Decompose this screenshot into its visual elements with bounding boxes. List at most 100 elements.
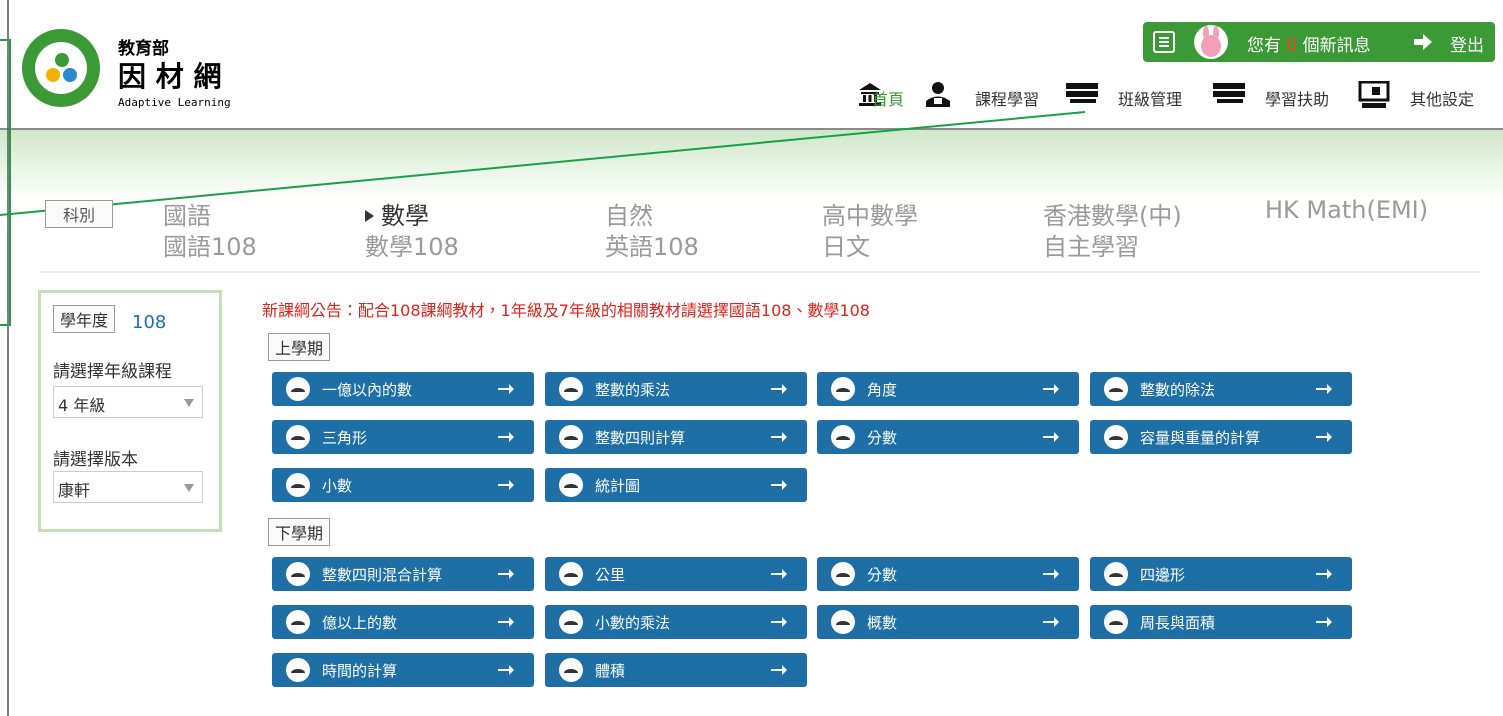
- version-select[interactable]: 康軒: [53, 471, 203, 503]
- unit-name: 小數的乘法: [595, 612, 670, 633]
- unit-name: 概數: [867, 612, 897, 633]
- arrow-icon: [771, 430, 787, 448]
- unit-name: 容量與重量的計算: [1140, 427, 1260, 448]
- unit-name: 體積: [595, 660, 625, 681]
- unit-icon: [830, 609, 856, 639]
- arrow-icon: [1043, 615, 1059, 633]
- arrow-icon: [771, 567, 787, 585]
- unit-icon: [1103, 561, 1129, 591]
- unit-button[interactable]: 三角形: [272, 420, 534, 454]
- unit-name: 公里: [595, 564, 625, 585]
- unit-button[interactable]: 分數: [817, 420, 1079, 454]
- unit-name: 億以上的數: [322, 612, 397, 633]
- arrow-icon: [771, 382, 787, 400]
- arrow-icon: [498, 430, 514, 448]
- unit-name: 整數四則計算: [595, 427, 685, 448]
- arrow-icon: [1316, 382, 1332, 400]
- unit-button[interactable]: 分數: [817, 557, 1079, 591]
- unit-button[interactable]: 容量與重量的計算: [1090, 420, 1352, 454]
- year-label: 學年度: [53, 305, 115, 333]
- grade-select[interactable]: 4 年級: [53, 386, 203, 418]
- arrow-icon: [1316, 567, 1332, 585]
- subject-tab[interactable]: 數學108: [365, 227, 459, 262]
- subject-tab[interactable]: 數學: [381, 196, 429, 231]
- subject-tab[interactable]: 自主學習: [1043, 227, 1139, 262]
- unit-button[interactable]: 時間的計算: [272, 653, 534, 687]
- unit-icon: [558, 472, 584, 502]
- unit-name: 周長與面積: [1140, 612, 1215, 633]
- unit-button[interactable]: 整數四則混合計算: [272, 557, 534, 591]
- page: 教育部 因 材 網 Adaptive Learning 您有 0 個新訊息 登出…: [0, 0, 1503, 716]
- unit-icon: [1103, 424, 1129, 454]
- subject-tab[interactable]: HK Math(EMI): [1265, 196, 1428, 224]
- unit-button[interactable]: 小數: [272, 468, 534, 502]
- unit-icon: [830, 376, 856, 406]
- arrow-icon: [1316, 430, 1332, 448]
- unit-icon: [558, 657, 584, 687]
- unit-name: 角度: [867, 379, 897, 400]
- unit-button[interactable]: 概數: [817, 605, 1079, 639]
- unit-icon: [285, 376, 311, 406]
- unit-button[interactable]: 一億以內的數: [272, 372, 534, 406]
- subject-tab[interactable]: 高中數學: [822, 196, 918, 231]
- arrow-icon: [771, 663, 787, 681]
- arrow-icon: [771, 615, 787, 633]
- sidebar: 學年度 108 請選擇年級課程 4 年級 請選擇版本 康軒: [38, 290, 222, 532]
- subject-tab[interactable]: 英語108: [605, 227, 699, 262]
- subject-tab[interactable]: 國語: [163, 196, 211, 231]
- unit-icon: [1103, 376, 1129, 406]
- unit-button[interactable]: 統計圖: [545, 468, 807, 502]
- unit-name: 整數的除法: [1140, 379, 1215, 400]
- dropdown-arrow: [184, 484, 194, 492]
- grade-label: 請選擇年級課程: [53, 357, 172, 382]
- unit-button[interactable]: 小數的乘法: [545, 605, 807, 639]
- subject-tab[interactable]: 日文: [822, 227, 870, 262]
- dropdown-arrow: [184, 399, 194, 407]
- unit-icon: [830, 561, 856, 591]
- selected-marker: [365, 207, 375, 226]
- unit-icon: [558, 609, 584, 639]
- unit-name: 三角形: [322, 427, 367, 448]
- semester-title: 上學期: [268, 333, 330, 361]
- unit-icon: [558, 561, 584, 591]
- notice: 新課綱公告：配合108課綱教材，1年級及7年級的相關教材請選擇國語108、數學1…: [262, 297, 870, 321]
- unit-button[interactable]: 體積: [545, 653, 807, 687]
- unit-name: 整數的乘法: [595, 379, 670, 400]
- unit-icon: [830, 424, 856, 454]
- unit-name: 整數四則混合計算: [322, 564, 442, 585]
- unit-button[interactable]: 整數的除法: [1090, 372, 1352, 406]
- unit-button[interactable]: 公里: [545, 557, 807, 591]
- unit-icon: [285, 561, 311, 591]
- subject-tab[interactable]: 國語108: [163, 227, 257, 262]
- arrow-icon: [498, 615, 514, 633]
- unit-name: 分數: [867, 427, 897, 448]
- arrow-icon: [498, 478, 514, 496]
- unit-button[interactable]: 四邊形: [1090, 557, 1352, 591]
- arrow-icon: [1043, 382, 1059, 400]
- unit-button[interactable]: 角度: [817, 372, 1079, 406]
- arrow-icon: [498, 382, 514, 400]
- arrow-icon: [1043, 430, 1059, 448]
- semester-title: 下學期: [268, 518, 330, 546]
- unit-name: 四邊形: [1140, 564, 1185, 585]
- unit-icon: [1103, 609, 1129, 639]
- arrow-icon: [1316, 615, 1332, 633]
- arrow-icon: [771, 478, 787, 496]
- unit-icon: [285, 657, 311, 687]
- arrow-icon: [1043, 567, 1059, 585]
- unit-name: 統計圖: [595, 475, 640, 496]
- unit-name: 時間的計算: [322, 660, 397, 681]
- unit-button[interactable]: 周長與面積: [1090, 605, 1352, 639]
- subject-tab[interactable]: 自然: [605, 196, 653, 231]
- version-label: 請選擇版本: [53, 445, 138, 470]
- unit-icon: [285, 609, 311, 639]
- unit-icon: [558, 376, 584, 406]
- version: 康軒: [58, 481, 90, 500]
- arrow-icon: [498, 567, 514, 585]
- subject-tab[interactable]: 香港數學(中): [1043, 196, 1182, 231]
- unit-button[interactable]: 整數四則計算: [545, 420, 807, 454]
- unit-icon: [285, 472, 311, 502]
- unit-button[interactable]: 整數的乘法: [545, 372, 807, 406]
- unit-name: 一億以內的數: [322, 379, 412, 400]
- unit-button[interactable]: 億以上的數: [272, 605, 534, 639]
